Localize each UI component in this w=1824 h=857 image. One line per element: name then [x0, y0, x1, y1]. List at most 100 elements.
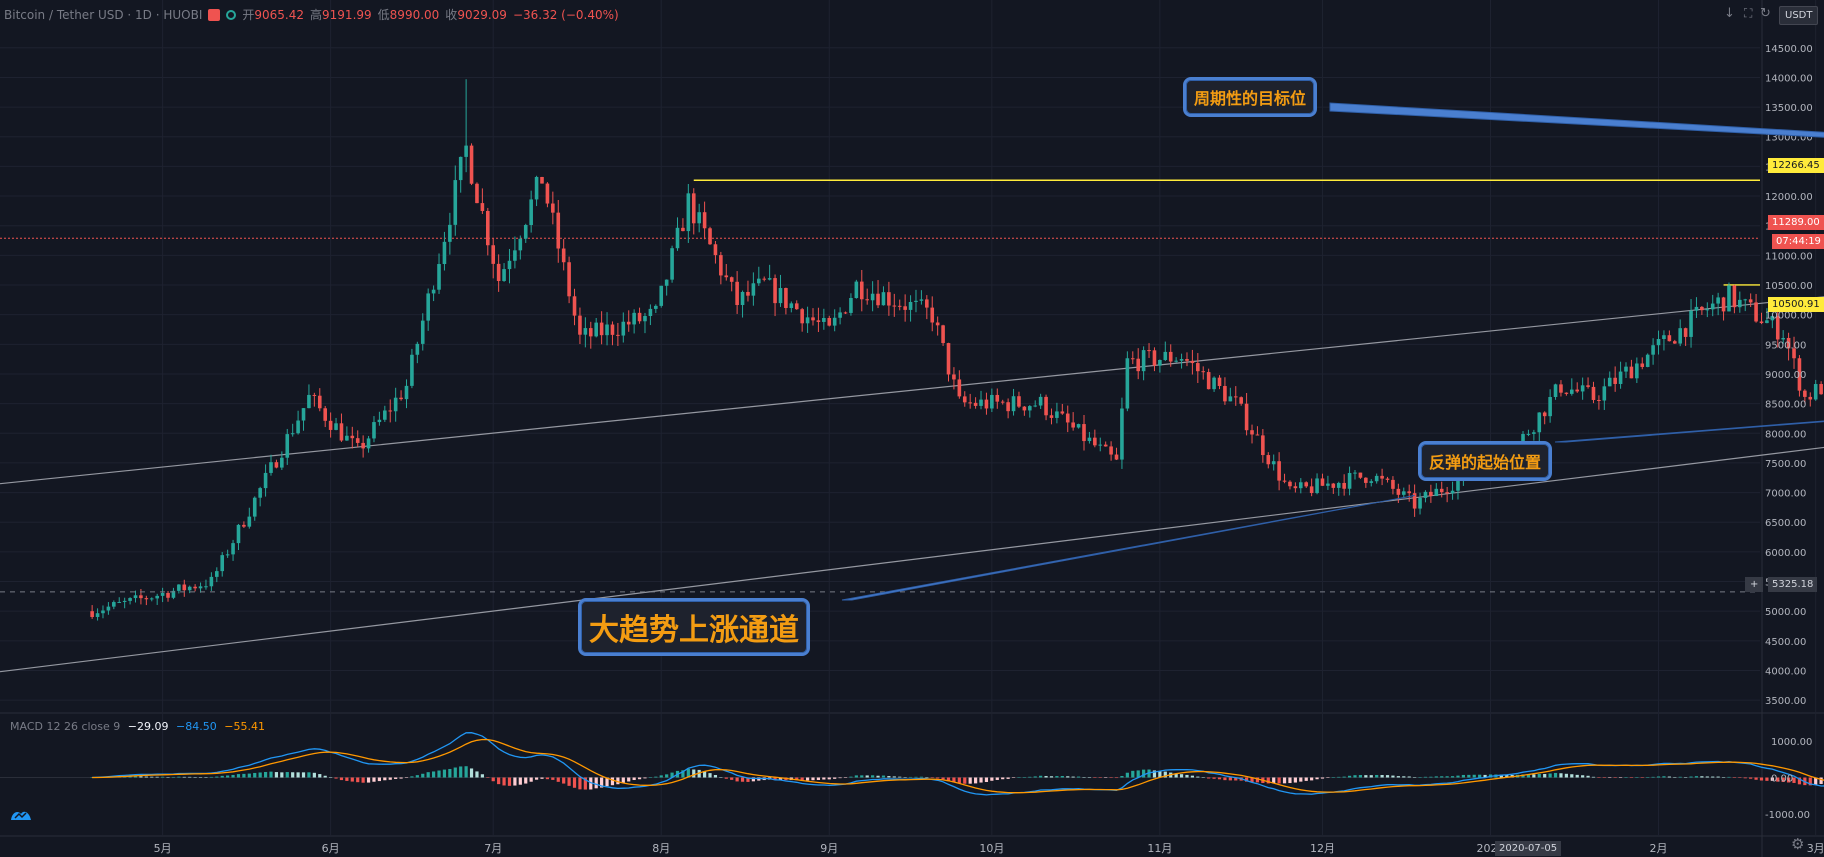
macd-histogram-bar	[226, 775, 230, 778]
macd-histogram-bar	[1082, 777, 1086, 778]
candle-body	[1304, 482, 1309, 487]
arrow-down-icon[interactable]: ↓	[1724, 6, 1735, 21]
candle-body	[1808, 396, 1813, 400]
candle-body	[1065, 413, 1070, 423]
macd-histogram-bar	[1331, 777, 1335, 778]
price-tick-label: 7500.00	[1765, 459, 1806, 470]
candle-body	[1629, 366, 1634, 379]
macd-histogram-bar	[502, 777, 506, 786]
macd-histogram-bar	[1770, 777, 1774, 781]
symbol-title[interactable]: Bitcoin / Tether USD · 1D · HUOBI	[4, 7, 203, 22]
candle-body	[908, 301, 913, 310]
macd-histogram-bar	[1299, 777, 1303, 782]
candle-body	[800, 309, 804, 324]
macd-histogram-bar	[166, 777, 170, 778]
candle-body	[1336, 482, 1341, 488]
macd-histogram-bar	[204, 777, 208, 778]
macd-histogram-bar	[1310, 777, 1314, 781]
candle-body	[827, 318, 832, 326]
currency-badge[interactable]: USDT	[1779, 6, 1819, 25]
macd-histogram-bar	[209, 776, 213, 778]
candle-body	[675, 227, 680, 249]
candle-body	[1635, 363, 1639, 379]
candle-body	[1570, 389, 1574, 394]
macd-histogram-bar	[665, 774, 669, 778]
macd-histogram-bar	[1564, 773, 1568, 778]
macd-histogram-bar	[648, 777, 652, 778]
macd-histogram-bar	[366, 777, 371, 783]
time-tick-label: 8月	[652, 842, 670, 855]
macd-histogram-bar	[334, 777, 338, 779]
macd-histogram-bar	[827, 777, 831, 780]
macd-histogram-bar	[578, 777, 582, 790]
candle-body	[1559, 384, 1563, 393]
macd-histogram-bar	[350, 777, 354, 782]
close-label: 收	[445, 8, 458, 22]
macd-histogram-bar	[1521, 774, 1525, 778]
macd-histogram-bar	[703, 771, 707, 778]
macd-title[interactable]: MACD 12 26 close 9	[10, 720, 121, 733]
candle-body	[973, 402, 978, 406]
candle-body	[702, 212, 707, 229]
callout-target[interactable]: 周期性的目标位	[1183, 77, 1318, 117]
macd-histogram-bar	[1277, 777, 1281, 784]
callout-channel[interactable]: 大趋势上涨通道	[578, 598, 810, 656]
flag-icon[interactable]	[208, 8, 221, 21]
macd-histogram-bar	[177, 776, 181, 778]
signal-line	[92, 738, 1824, 794]
macd-histogram-bar	[1158, 771, 1162, 778]
candle-body	[1028, 406, 1032, 411]
macd-histogram-bar	[1076, 776, 1081, 778]
time-axis[interactable]: 5月6月7月8月9月10月11月12月20202月3月4月5月6月7月8月9月	[154, 842, 1824, 855]
candle-body	[1239, 397, 1243, 404]
macd-histogram-bar	[144, 776, 148, 778]
macd-histogram-bar	[1418, 777, 1422, 778]
candle-body	[1797, 358, 1802, 391]
macd-histogram-bar	[1749, 777, 1753, 779]
candle-body	[1201, 371, 1206, 373]
candle-body	[1770, 316, 1775, 321]
macd-histogram-bar	[274, 772, 279, 778]
candle-body	[372, 422, 376, 439]
macd-histogram-bar	[1190, 775, 1194, 778]
candle-body	[1185, 358, 1189, 361]
macd-histogram-bar	[1461, 774, 1465, 778]
macd-histogram-bar	[1185, 774, 1189, 778]
macd-histogram-bar	[1109, 777, 1113, 778]
macd-histogram-bar	[1684, 777, 1688, 778]
macd-histogram-bar	[1548, 773, 1552, 778]
macd-histogram-bar	[1792, 777, 1796, 783]
candle-body	[1190, 360, 1195, 364]
candle-body	[177, 584, 181, 591]
fullscreen-icon[interactable]: ⛶	[1744, 6, 1753, 20]
macd-histogram-bar	[1450, 776, 1455, 778]
macd-histogram-bar	[860, 775, 864, 778]
candle-body	[1564, 392, 1569, 394]
candle-body	[1401, 491, 1406, 495]
candle-body	[1792, 348, 1796, 359]
callout-rebound[interactable]: 反弹的起始位置	[1418, 441, 1553, 481]
candle-body	[1233, 396, 1238, 398]
macd-histogram-bar	[583, 777, 587, 790]
macd-histogram-bar	[1104, 777, 1108, 778]
macd-histogram-bar	[1212, 777, 1216, 779]
candle-body	[1591, 386, 1596, 400]
gear-icon[interactable]: ⚙	[1791, 835, 1805, 853]
price-tick-label: 3500.00	[1765, 696, 1806, 707]
candle-body	[1651, 345, 1655, 355]
macd-histogram-bar	[1234, 777, 1238, 781]
candle-body	[859, 281, 864, 300]
candle-body	[1103, 444, 1108, 447]
candle-body	[1071, 422, 1075, 428]
macd-histogram-bar	[1711, 776, 1715, 778]
candle-body	[323, 408, 327, 421]
macd-histogram-bar	[572, 777, 577, 788]
macd-histogram-bar	[188, 776, 192, 778]
candle-body	[691, 193, 696, 224]
time-tick-label: 2月	[1650, 842, 1668, 855]
add-alert-icon[interactable]: +	[1745, 577, 1764, 592]
refresh-icon[interactable]: ↻	[1760, 6, 1771, 21]
candle-body	[648, 308, 653, 316]
tradingview-logo-icon[interactable]	[10, 808, 32, 822]
